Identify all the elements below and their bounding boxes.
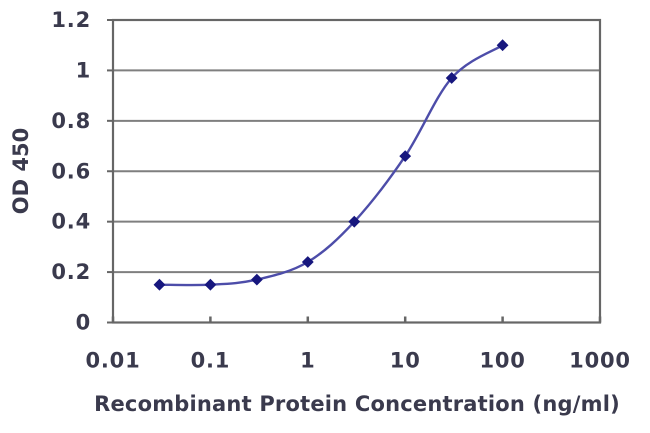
data-point-marker [204, 278, 217, 291]
data-point-marker [496, 39, 509, 52]
y-tick-label: 0.2 [51, 260, 91, 284]
y-tick-label: 1.2 [51, 8, 91, 32]
y-tick-label: 0 [76, 311, 91, 335]
data-point-marker [153, 278, 166, 291]
y-tick-label: 0.8 [51, 109, 91, 133]
data-point-marker [301, 256, 314, 268]
y-axis-title: OD 450 [9, 127, 33, 215]
y-tick-label: 0.6 [51, 159, 91, 183]
x-tick-label: 1 [300, 349, 315, 373]
x-tick-label: 0.1 [191, 349, 231, 373]
y-tick-label: 1 [76, 58, 91, 82]
data-point-marker [445, 72, 458, 84]
x-tick-label: 1000 [569, 349, 631, 373]
x-axis-title: Recombinant Protein Concentration (ng/ml… [94, 392, 620, 416]
x-tick-label: 0.01 [85, 349, 140, 373]
data-point-marker [348, 215, 361, 228]
data-point-marker [399, 150, 412, 163]
series-line [158, 44, 504, 287]
x-tick-label: 100 [479, 349, 525, 373]
y-tick-label: 0.4 [51, 210, 91, 234]
data-point-marker [250, 273, 263, 286]
x-tick-label: 10 [390, 349, 421, 373]
